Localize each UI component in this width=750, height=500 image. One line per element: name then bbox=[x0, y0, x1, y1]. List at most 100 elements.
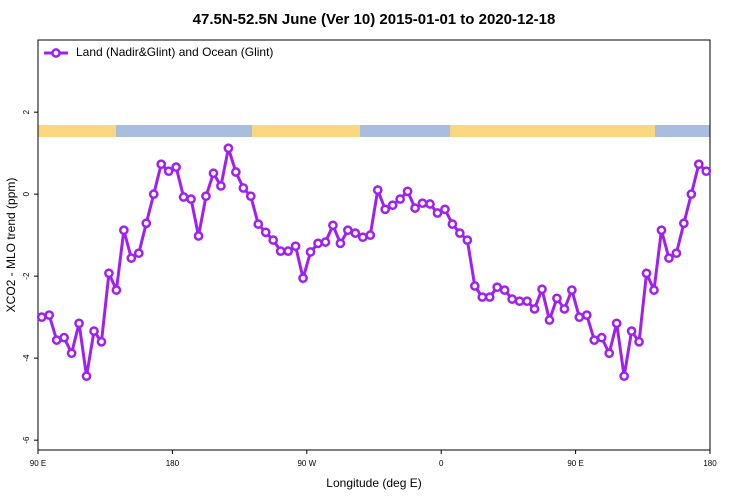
point bbox=[283, 246, 293, 256]
point bbox=[679, 218, 689, 229]
point bbox=[432, 208, 443, 218]
y-tick-label: -2 bbox=[22, 272, 31, 280]
y-tick-label: -4 bbox=[22, 354, 31, 362]
point bbox=[275, 246, 286, 256]
point bbox=[350, 228, 361, 238]
point bbox=[320, 237, 331, 247]
legend-marker bbox=[51, 48, 61, 58]
point bbox=[626, 326, 637, 336]
point bbox=[455, 228, 465, 238]
x-tick-label: 180 bbox=[703, 459, 717, 468]
point bbox=[544, 315, 555, 325]
point bbox=[574, 312, 585, 323]
point bbox=[567, 285, 577, 295]
point bbox=[141, 218, 152, 229]
point bbox=[357, 232, 368, 243]
plot-frame bbox=[37, 39, 711, 451]
x-tick-label: 90 W bbox=[297, 459, 316, 468]
legend-label: Land (Nadir&Glint) and Ocean (Glint) bbox=[76, 45, 273, 59]
point bbox=[290, 241, 301, 252]
point bbox=[133, 248, 144, 259]
point bbox=[664, 253, 674, 263]
point bbox=[641, 268, 652, 279]
x-axis-label: Longitude (deg E) bbox=[326, 476, 421, 490]
point bbox=[335, 238, 346, 249]
point bbox=[522, 296, 532, 307]
chart-title: 47.5N-52.5N June (Ver 10) 2015-01-01 to … bbox=[193, 11, 556, 28]
point bbox=[163, 166, 174, 177]
point bbox=[462, 235, 473, 245]
point bbox=[387, 200, 398, 211]
point bbox=[223, 143, 234, 154]
surface-band bbox=[38, 125, 710, 137]
point bbox=[245, 191, 256, 202]
point bbox=[313, 238, 323, 249]
point bbox=[96, 336, 107, 347]
y-tick-label: -6 bbox=[22, 436, 31, 444]
point bbox=[89, 326, 99, 336]
point bbox=[507, 294, 517, 304]
point bbox=[201, 191, 211, 202]
point bbox=[260, 227, 271, 238]
point bbox=[253, 219, 264, 229]
point bbox=[171, 162, 181, 172]
x-tick-label: 90 E bbox=[30, 459, 46, 468]
point bbox=[238, 183, 249, 193]
point bbox=[649, 285, 659, 295]
point bbox=[492, 282, 503, 293]
point bbox=[380, 204, 391, 215]
point bbox=[126, 253, 137, 263]
point bbox=[514, 296, 525, 307]
point bbox=[208, 168, 219, 179]
y-tick-label: 2 bbox=[22, 109, 31, 114]
y-axis-label: XCO2 - MLO trend (ppm) bbox=[4, 178, 18, 313]
point bbox=[537, 284, 547, 295]
point bbox=[372, 185, 383, 195]
point bbox=[59, 332, 69, 343]
point bbox=[216, 181, 226, 191]
point bbox=[440, 204, 450, 215]
point bbox=[395, 194, 405, 204]
point bbox=[343, 225, 353, 236]
point bbox=[74, 318, 84, 329]
point bbox=[328, 220, 338, 231]
x-tick-label: 0 bbox=[439, 459, 444, 468]
point bbox=[186, 194, 196, 204]
point bbox=[36, 312, 47, 323]
point bbox=[671, 248, 682, 259]
point bbox=[701, 166, 712, 177]
point bbox=[589, 335, 600, 345]
point bbox=[559, 304, 570, 314]
point bbox=[634, 336, 644, 347]
point bbox=[81, 371, 92, 382]
point bbox=[611, 318, 622, 329]
point bbox=[119, 225, 129, 236]
point bbox=[417, 198, 428, 209]
point bbox=[529, 304, 540, 314]
point bbox=[581, 310, 592, 320]
point bbox=[686, 189, 697, 200]
point bbox=[447, 219, 458, 229]
point bbox=[51, 335, 62, 345]
point bbox=[469, 281, 480, 291]
point bbox=[477, 292, 488, 302]
point bbox=[298, 273, 308, 284]
point bbox=[156, 159, 167, 170]
point bbox=[596, 332, 607, 343]
point bbox=[499, 285, 510, 295]
point bbox=[44, 310, 55, 320]
point bbox=[268, 235, 279, 245]
point bbox=[410, 203, 420, 213]
point bbox=[604, 348, 615, 359]
point bbox=[693, 159, 704, 170]
point bbox=[425, 199, 435, 209]
y-tick-label: 0 bbox=[22, 191, 31, 196]
point bbox=[111, 285, 122, 295]
point bbox=[656, 225, 667, 236]
point bbox=[104, 268, 114, 279]
point bbox=[148, 189, 159, 200]
point bbox=[305, 247, 316, 257]
point bbox=[484, 292, 495, 302]
point bbox=[619, 371, 629, 382]
